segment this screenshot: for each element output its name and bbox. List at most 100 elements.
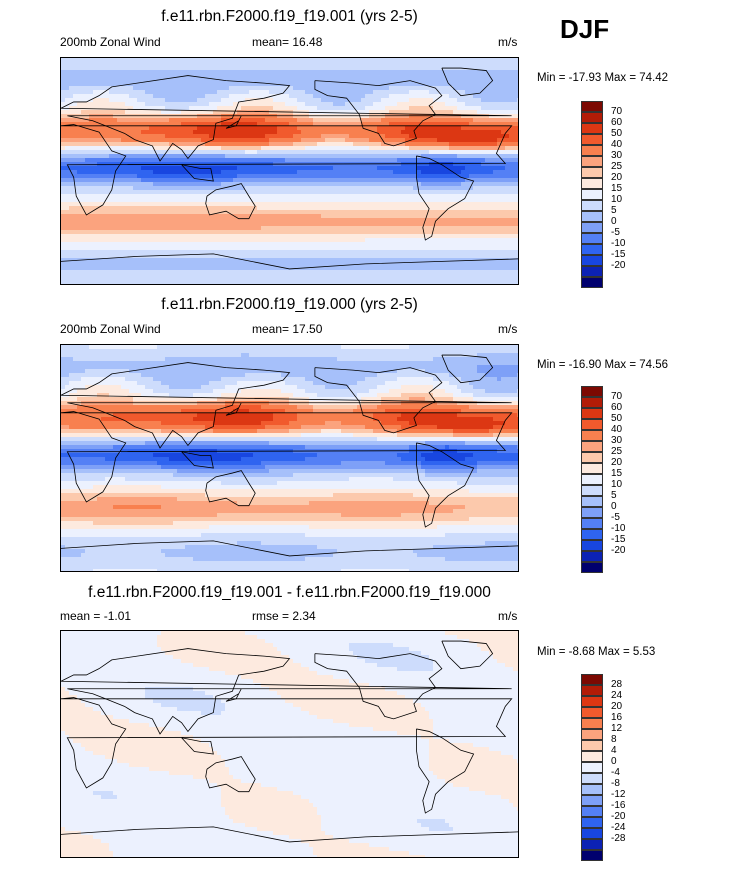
colorbar-level-label: 60 <box>611 117 623 128</box>
colorbar-level-label: 20 <box>611 172 623 183</box>
min-max-label: Min = -8.68 Max = 5.53 <box>537 646 656 658</box>
map-svg <box>61 58 518 284</box>
colorbar-swatch <box>581 795 603 806</box>
colorbar-swatch <box>581 817 603 828</box>
coastline <box>314 80 443 147</box>
colorbar-level-label: -10 <box>611 238 626 249</box>
colorbar-swatch <box>581 222 603 233</box>
coastline <box>61 411 513 503</box>
colorbar-level-label: -5 <box>611 227 620 238</box>
coastline <box>416 155 475 241</box>
colorbar-swatch <box>581 200 603 211</box>
coastline <box>61 648 512 735</box>
map-test <box>60 344 519 572</box>
colorbar-level-label: 60 <box>611 402 623 413</box>
coastline <box>205 756 256 793</box>
colorbar-swatch <box>581 562 603 573</box>
colorbar-swatch <box>581 474 603 485</box>
coastline <box>416 728 475 814</box>
colorbar-level-label: -16 <box>611 800 626 811</box>
min-max-label: Min = -16.90 Max = 74.56 <box>537 359 669 371</box>
coastline <box>314 653 443 720</box>
colorbar-level-label: -20 <box>611 811 626 822</box>
colorbar-swatch <box>581 751 603 762</box>
colorbar-swatch <box>581 485 603 496</box>
coastline <box>441 67 494 97</box>
min-max-label: Min = -17.93 Max = 74.42 <box>537 72 669 84</box>
colorbar-level-label: -20 <box>611 260 626 271</box>
map-svg <box>61 345 518 571</box>
colorbar-swatch <box>581 419 603 430</box>
colorbar-swatch <box>581 397 603 408</box>
colorbar-level-label: 28 <box>611 679 623 690</box>
mean-label: mean= 17.50 <box>252 322 323 336</box>
colorbar-swatch <box>581 244 603 255</box>
coastline <box>61 253 518 270</box>
colorbar-swatch <box>581 707 603 718</box>
colorbar-swatch <box>581 496 603 507</box>
colorbar-level-label: 30 <box>611 150 623 161</box>
colorbar-level-label: 40 <box>611 139 623 150</box>
colorbar-swatch <box>581 674 603 685</box>
colorbar-swatch <box>581 685 603 696</box>
coastline <box>181 737 214 755</box>
colorbar-level-label: 12 <box>611 723 623 734</box>
colorbar-swatch <box>581 773 603 784</box>
colorbar-level-label: -28 <box>611 833 626 844</box>
coastline <box>225 688 242 702</box>
colorbar-swatch <box>581 850 603 861</box>
colorbar-level-label: 5 <box>611 205 617 216</box>
coastline <box>205 470 256 507</box>
coastline <box>181 451 214 469</box>
colorbar-level-label: 0 <box>611 501 617 512</box>
colorbar-level-label: 25 <box>611 161 623 172</box>
colorbar-level-label: -5 <box>611 512 620 523</box>
colorbar-swatch <box>581 211 603 222</box>
colorbar-swatch <box>581 255 603 266</box>
coastline <box>61 697 513 789</box>
coastline <box>61 124 513 216</box>
coastline <box>61 540 518 557</box>
colorbar-level-label: 20 <box>611 701 623 712</box>
colorbar-swatch <box>581 540 603 551</box>
colorbar-swatch <box>581 123 603 134</box>
colorbar-level-label: 70 <box>611 391 623 402</box>
colorbar-level-label: -20 <box>611 545 626 556</box>
colorbar-level-label: 24 <box>611 690 623 701</box>
coastline <box>61 75 512 162</box>
colorbar-swatch <box>581 156 603 167</box>
colorbar-level-label: -24 <box>611 822 626 833</box>
units-label: m/s <box>498 609 518 623</box>
colorbar-swatch <box>581 839 603 850</box>
colorbar: 70 60 50 40 30 25 20 15 10 5 0 -5 -10 -15 -20 <box>581 386 625 573</box>
colorbar-swatch <box>581 386 603 397</box>
colorbar-level-label: -15 <box>611 534 626 545</box>
colorbar: 70 60 50 40 30 25 20 15 10 5 0 -5 -10 -15 -20 <box>581 101 625 288</box>
units-label: m/s <box>498 35 518 49</box>
colorbar-level-label: 70 <box>611 106 623 117</box>
mean-label: mean= 16.48 <box>252 35 323 49</box>
colorbar-level-label: 0 <box>611 756 617 767</box>
season-label: DJF <box>560 14 610 44</box>
coastline <box>61 362 512 449</box>
map-svg <box>61 631 518 857</box>
colorbar-level-label: 8 <box>611 734 617 745</box>
colorbar-level-label: 25 <box>611 446 623 457</box>
coastline <box>416 442 475 528</box>
variable-label: 200mb Zonal Wind <box>60 35 161 49</box>
colorbar-swatch <box>581 266 603 277</box>
colorbar-level-label: 50 <box>611 128 623 139</box>
colorbar-swatch <box>581 806 603 817</box>
colorbar-swatch <box>581 518 603 529</box>
colorbar-swatch <box>581 441 603 452</box>
colorbar-swatch <box>581 101 603 112</box>
colorbar-level-label: 16 <box>611 712 623 723</box>
colorbar-swatch <box>581 696 603 707</box>
colorbar-swatch <box>581 134 603 145</box>
map-difference <box>60 630 519 858</box>
panel-title: f.e11.rbn.F2000.f19_f19.000 (yrs 2-5) <box>161 296 418 313</box>
colorbar-swatch <box>581 729 603 740</box>
colorbar-level-label: -12 <box>611 789 626 800</box>
coastline <box>225 402 242 416</box>
colorbar-level-label: 10 <box>611 194 623 205</box>
